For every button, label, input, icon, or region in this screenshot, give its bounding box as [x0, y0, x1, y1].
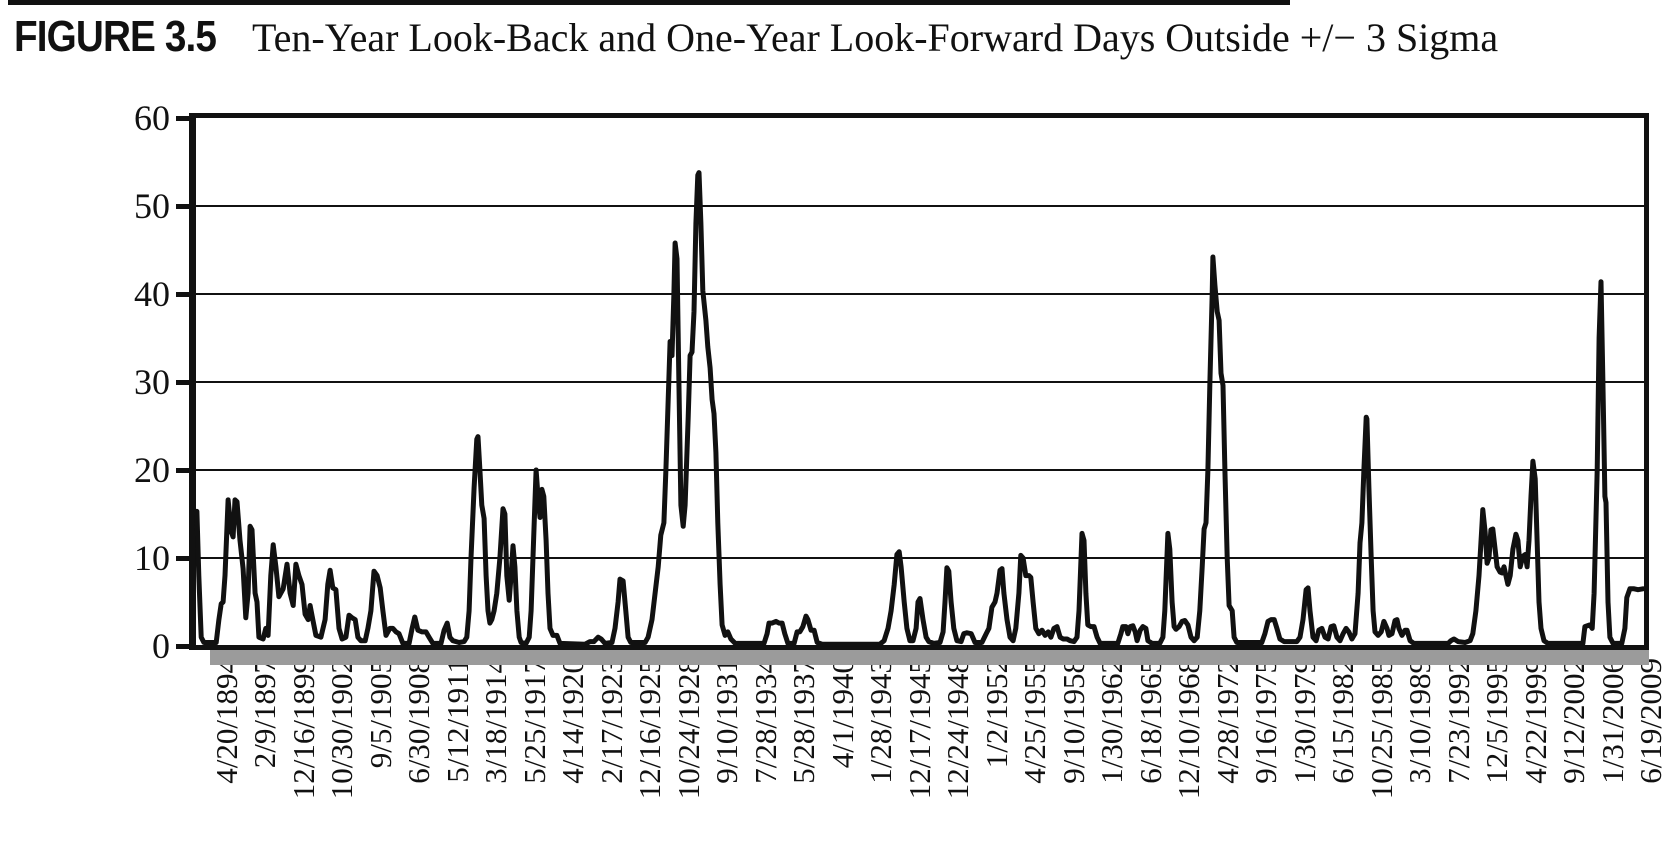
y-tick-50 [176, 203, 190, 209]
y-tick-60 [176, 115, 190, 121]
gridline-10 [196, 557, 1644, 559]
figure-label: FIGURE 3.5 [14, 12, 217, 61]
gridline-30 [196, 381, 1644, 383]
gridline-40 [196, 293, 1644, 295]
top-rule [8, 0, 1290, 5]
y-axis-label-60: 60 [134, 98, 170, 138]
y-axis-label-50: 50 [134, 186, 170, 226]
y-tick-40 [176, 291, 190, 297]
figure-title: Ten-Year Look-Back and One-Year Look-For… [252, 15, 1499, 60]
plot-frame [189, 113, 1649, 650]
y-tick-20 [176, 467, 190, 473]
y-tick-10 [176, 555, 190, 561]
y-axis-label-40: 40 [134, 274, 170, 314]
data-line [193, 170, 1646, 647]
y-axis-label-0: 0 [152, 626, 170, 666]
y-tick-0 [176, 643, 190, 649]
y-axis-label-20: 20 [134, 450, 170, 490]
axis-shadow [210, 650, 1649, 665]
y-tick-30 [176, 379, 190, 385]
gridline-50 [196, 205, 1644, 207]
gridline-20 [196, 469, 1644, 471]
y-axis-label-10: 10 [134, 538, 170, 578]
y-axis-label-30: 30 [134, 362, 170, 402]
